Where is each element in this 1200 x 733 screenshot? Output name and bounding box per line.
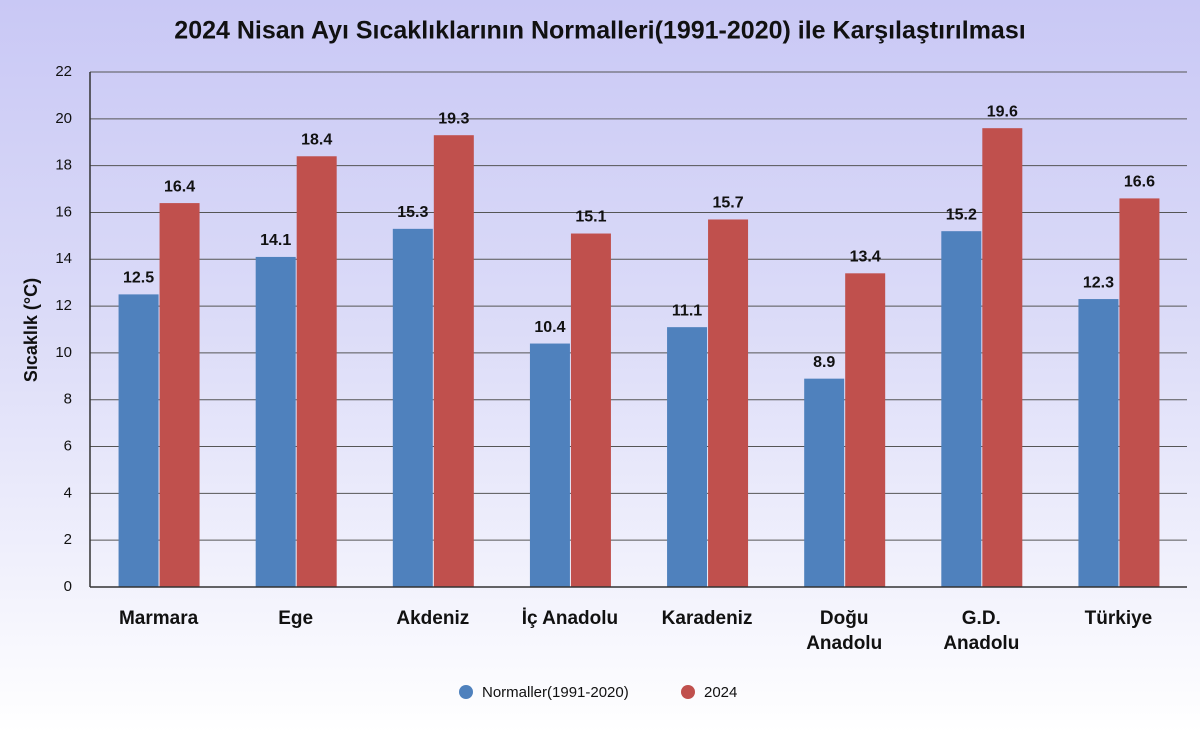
y-axis-label: Sıcaklık (°C): [21, 278, 41, 382]
bar: [255, 256, 296, 587]
x-tick-label: Karadeniz: [661, 608, 753, 629]
y-tick-label: 16: [55, 203, 72, 220]
value-label: 19.3: [438, 110, 469, 127]
x-tick-label: Doğu Anadolu: [806, 608, 883, 654]
value-label: 14.1: [260, 232, 291, 249]
value-label: 15.1: [575, 209, 606, 226]
value-label: 15.7: [712, 195, 743, 212]
legend-marker: [681, 685, 695, 699]
bar: [845, 273, 886, 587]
bar: [570, 233, 611, 588]
bar: [433, 135, 474, 588]
value-label: 13.4: [850, 249, 881, 266]
y-tick-label: 4: [64, 484, 72, 501]
x-tick-label: Ege: [278, 608, 314, 629]
y-tick-label: 14: [55, 250, 72, 267]
legend-marker: [459, 685, 473, 699]
bar: [1119, 198, 1160, 587]
value-label: 16.4: [164, 178, 195, 195]
value-label: 18.4: [301, 131, 332, 148]
value-label: 12.3: [1083, 274, 1114, 291]
chart-title: 2024 Nisan Ayı Sıcaklıklarının Normaller…: [174, 17, 1025, 45]
bar: [982, 128, 1023, 587]
value-label: 19.6: [987, 103, 1018, 120]
y-tick-label: 0: [64, 578, 72, 595]
y-tick-label: 10: [55, 344, 72, 361]
y-tick-label: 22: [55, 63, 72, 80]
y-tick-label: 18: [55, 157, 72, 174]
legend-label: 2024: [704, 684, 737, 701]
bar: [529, 343, 570, 587]
bar: [708, 219, 749, 587]
bar: [392, 228, 433, 587]
bar: [118, 294, 159, 587]
x-tick-label: Türkiye: [1084, 608, 1153, 629]
value-label: 11.1: [672, 302, 702, 319]
bar: [804, 378, 845, 587]
x-tick-label: G.D. Anadolu: [943, 608, 1020, 654]
bar: [1078, 299, 1119, 587]
bar: [667, 327, 708, 587]
bar: [296, 156, 337, 588]
y-tick-label: 8: [64, 391, 72, 408]
y-tick-label: 2: [64, 531, 72, 548]
value-label: 12.5: [123, 270, 154, 287]
bar: [159, 203, 200, 587]
value-label: 15.2: [946, 206, 977, 223]
value-label: 15.3: [397, 204, 428, 221]
x-tick-label: Marmara: [118, 608, 199, 629]
value-label: 8.9: [813, 354, 835, 371]
y-tick-label: 12: [55, 297, 72, 314]
y-tick-label: 20: [55, 110, 72, 127]
value-label: 16.6: [1124, 174, 1155, 191]
value-label: 10.4: [534, 319, 565, 336]
legend-label: Normaller(1991-2020): [482, 684, 629, 701]
x-tick-label: İç Anadolu: [521, 608, 619, 629]
y-tick-label: 6: [64, 438, 72, 455]
bar: [941, 231, 982, 587]
x-tick-label: Akdeniz: [396, 608, 470, 629]
